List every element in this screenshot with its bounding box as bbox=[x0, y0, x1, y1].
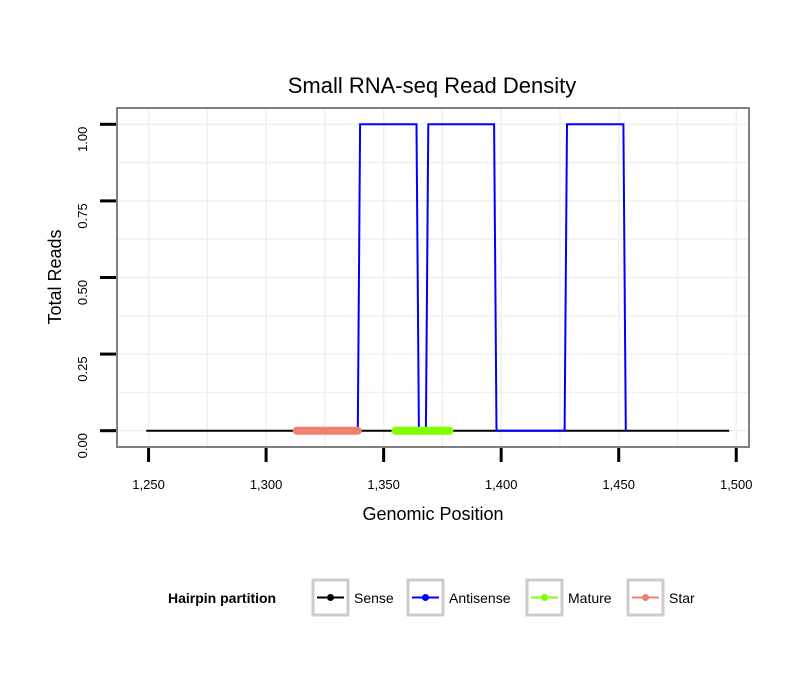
y-tick-label: 1.00 bbox=[75, 127, 90, 152]
x-tick-label: 1,400 bbox=[485, 477, 518, 492]
x-tick-label: 1,250 bbox=[132, 477, 165, 492]
x-axis-title: Genomic Position bbox=[362, 504, 503, 524]
chart-title: Small RNA-seq Read Density bbox=[288, 73, 577, 98]
y-tick-label: 0.25 bbox=[75, 356, 90, 381]
series-group bbox=[146, 123, 730, 435]
legend-label: Antisense bbox=[449, 590, 511, 606]
legend-title: Hairpin partition bbox=[168, 590, 276, 606]
legend-item-mature: Mature bbox=[525, 578, 612, 617]
grid bbox=[118, 109, 748, 446]
y-axis: 0.00 0.25 0.50 0.75 1.00 bbox=[75, 122, 116, 458]
legend-item-antisense: Antisense bbox=[406, 578, 511, 617]
series-antisense-line bbox=[356, 123, 627, 432]
legend-key-dot bbox=[422, 594, 429, 601]
legend-item-star: Star bbox=[626, 578, 695, 617]
legend-label: Mature bbox=[568, 590, 612, 606]
x-tick-label: 1,300 bbox=[250, 477, 283, 492]
legend-item-sense: Sense bbox=[311, 578, 394, 617]
legend: Hairpin partition Sense Antisense Mature St… bbox=[168, 578, 695, 617]
legend-label: Star bbox=[669, 590, 695, 606]
x-axis: 1,250 1,300 1,350 1,400 1,450 1,500 bbox=[132, 448, 753, 492]
y-tick-label: 0.00 bbox=[75, 433, 90, 458]
legend-key-dot bbox=[327, 594, 334, 601]
y-tick-label: 0.50 bbox=[75, 280, 90, 305]
legend-key-dot bbox=[541, 594, 548, 601]
x-tick-label: 1,350 bbox=[367, 477, 400, 492]
y-tick-label: 0.75 bbox=[75, 203, 90, 228]
x-tick-label: 1,450 bbox=[602, 477, 635, 492]
legend-label: Sense bbox=[354, 590, 394, 606]
legend-key-dot bbox=[642, 594, 649, 601]
y-axis-title: Total Reads bbox=[45, 229, 65, 324]
x-tick-label: 1,500 bbox=[720, 477, 753, 492]
